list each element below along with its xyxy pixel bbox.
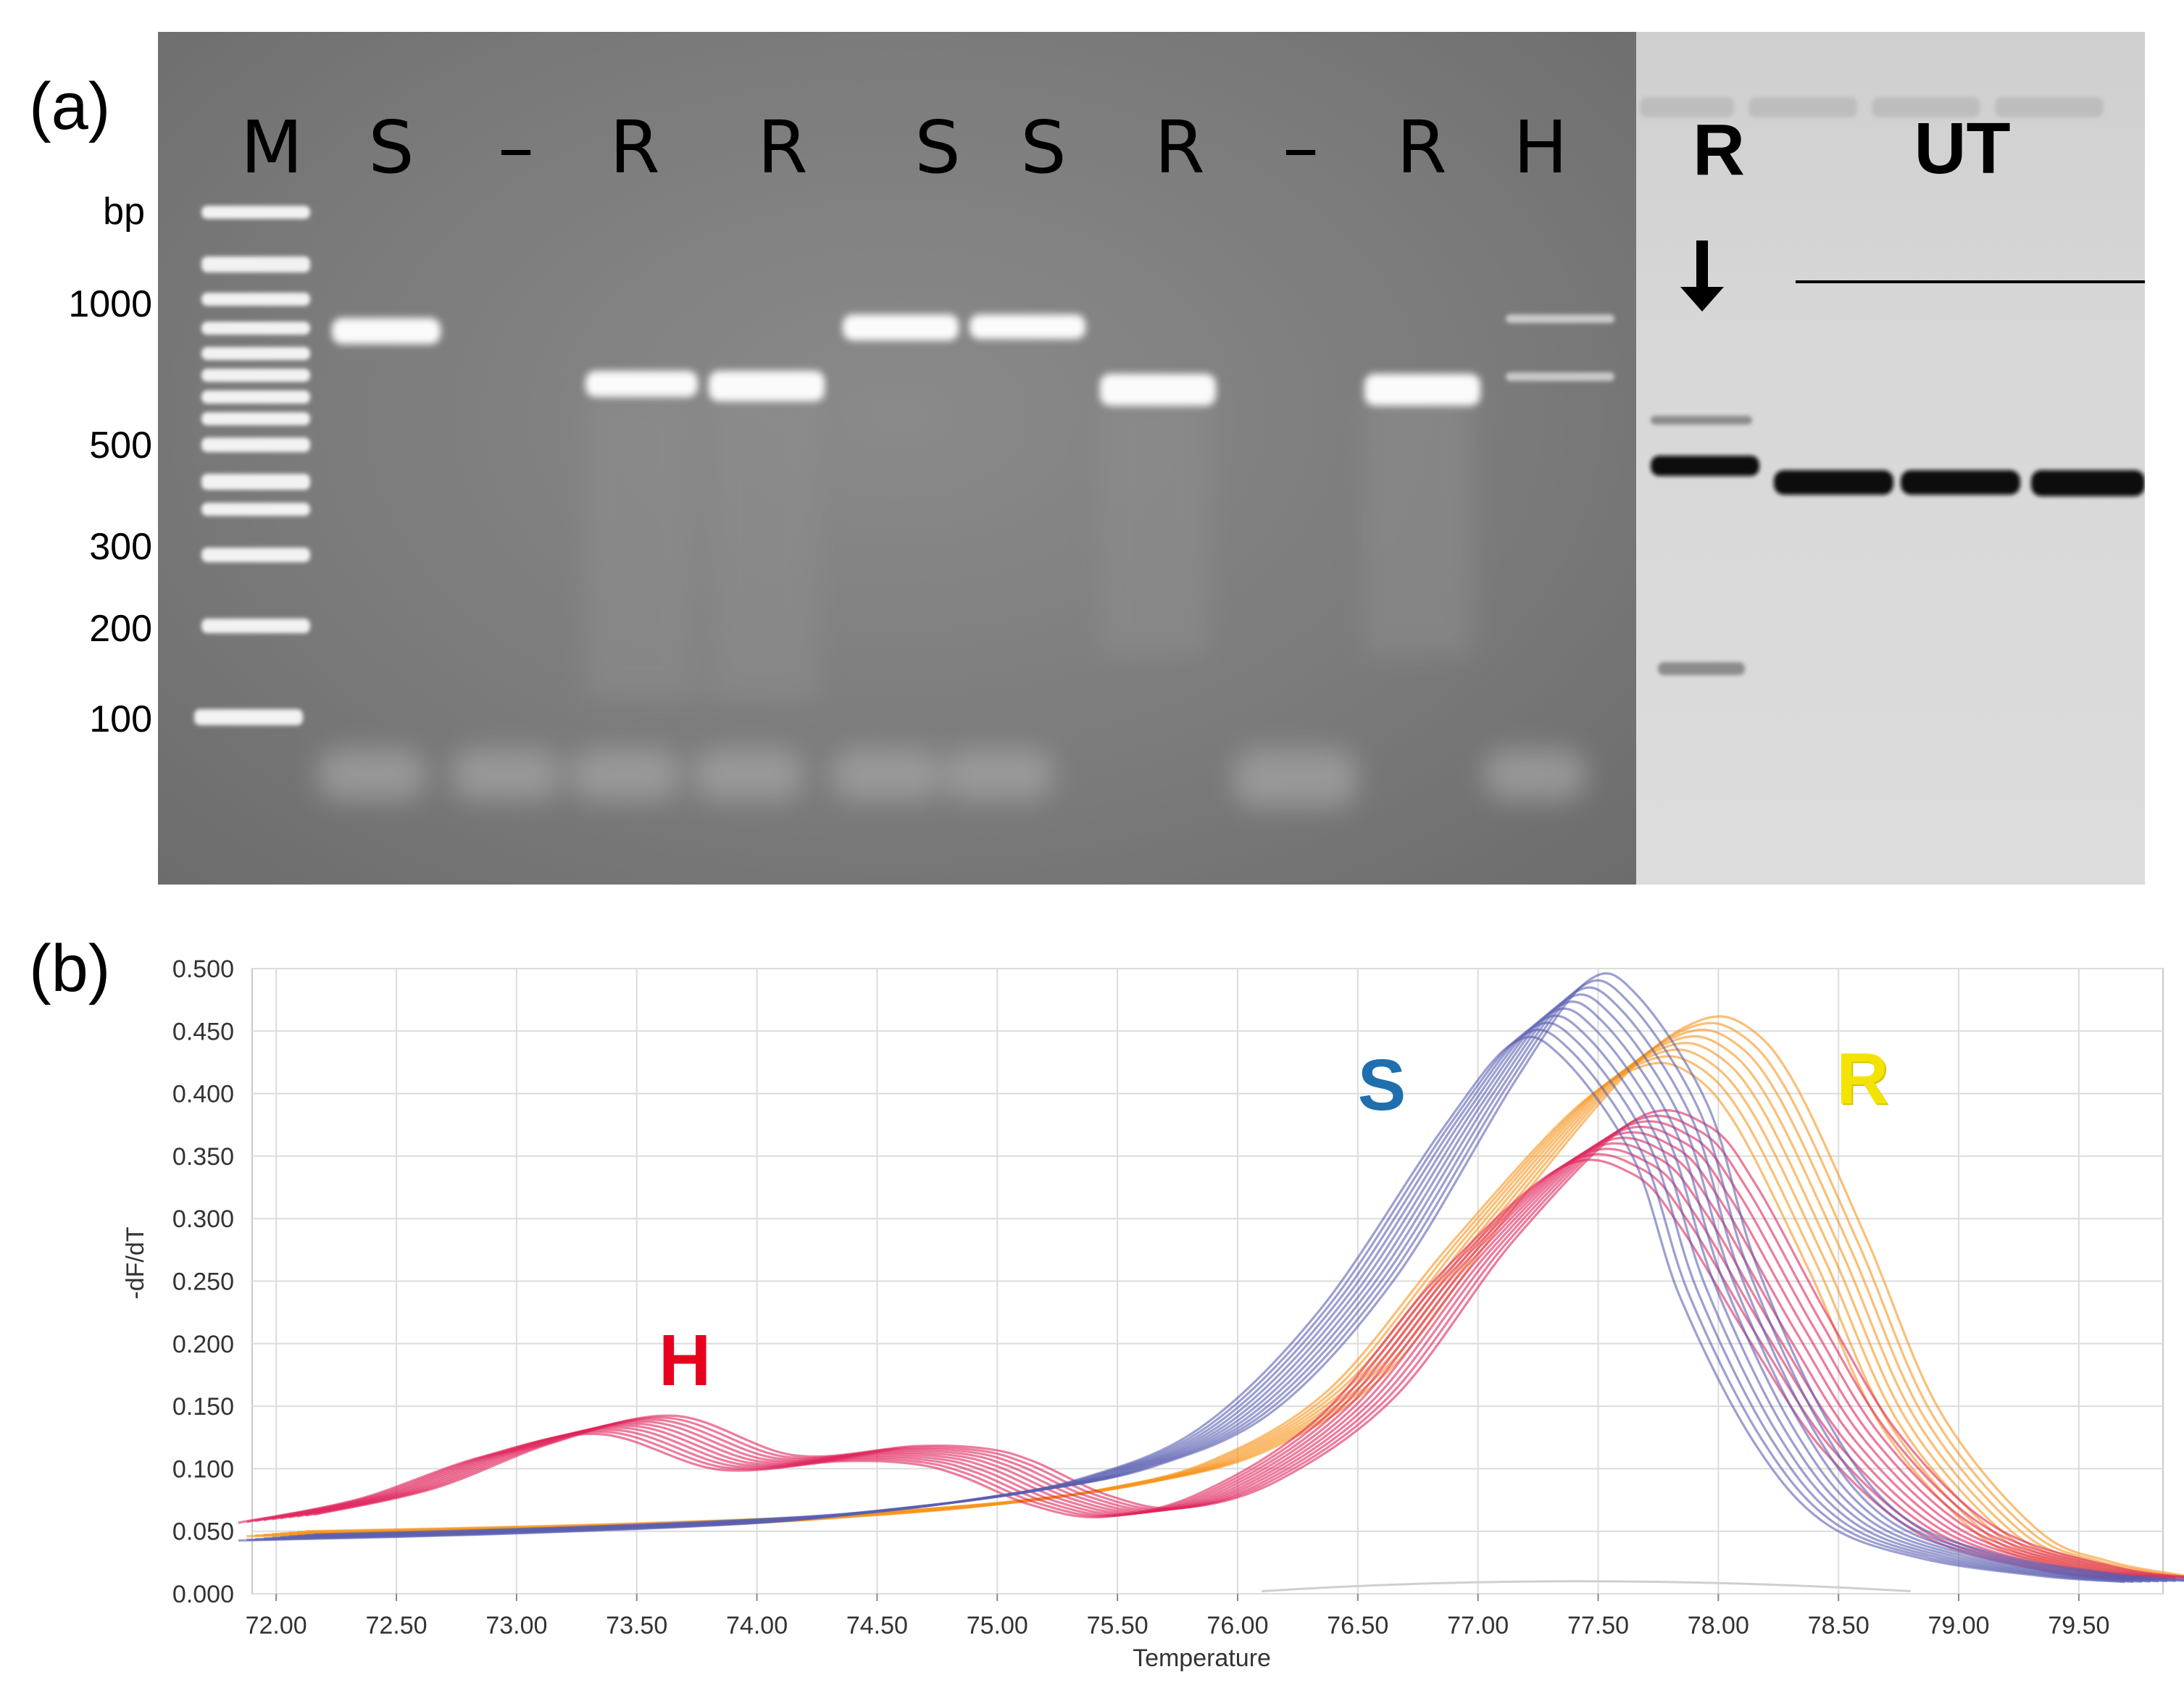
lane-label-7: S xyxy=(1020,105,1067,190)
series-trace-2 xyxy=(280,1131,2167,1580)
lane-label-4: R xyxy=(609,105,660,190)
y-tick-label: 0.500 xyxy=(172,956,234,983)
x-tick-label: 79.50 xyxy=(2048,1612,2109,1639)
chart-axes: 72.00 72.50 73.00 73.50 74.00 74.50 75.00 75.50… xyxy=(122,956,2109,1672)
lane-label-11: H xyxy=(1513,105,1568,190)
y-tick-label: 0.200 xyxy=(172,1331,234,1358)
x-tick-label: 78.50 xyxy=(1808,1612,1870,1639)
lane-label-2: S xyxy=(368,105,414,190)
y-tick-label: 0.450 xyxy=(172,1018,234,1045)
x-axis-label: Temperature xyxy=(1133,1644,1271,1672)
peak-label-h: H xyxy=(658,1319,712,1401)
y-tick-label: 0.100 xyxy=(172,1455,234,1483)
x-tick-label: 76.00 xyxy=(1206,1612,1268,1639)
panel-b-label: (b) xyxy=(29,932,111,1006)
x-tick-label: 74.00 xyxy=(726,1612,788,1639)
digest-wells xyxy=(1640,97,2104,117)
x-tick-label: 77.50 xyxy=(1567,1612,1629,1639)
melt-curve-chart: 72.00 72.50 73.00 73.50 74.00 74.50 75.00 75.50… xyxy=(122,956,2184,1672)
lane-label-6: S xyxy=(914,105,961,190)
series-trace-2 xyxy=(305,1114,2184,1579)
heterozygote-faint-bands xyxy=(1506,314,1614,381)
series-trace-2 xyxy=(314,1109,2184,1578)
peak-label-r: R xyxy=(1836,1038,1889,1120)
series-trace-2 xyxy=(238,1158,2125,1581)
bp-unit-label: bp xyxy=(103,191,145,233)
ladder-label-1000: 1000 xyxy=(68,283,152,325)
lane-label-3: – xyxy=(498,105,534,190)
y-tick-label: 0.350 xyxy=(172,1143,234,1171)
y-tick-label: 0.250 xyxy=(172,1268,234,1296)
x-tick-label: 79.00 xyxy=(1928,1612,1990,1639)
primer-dimer-smears xyxy=(317,749,1585,807)
x-tick-label: 78.00 xyxy=(1688,1612,1749,1639)
x-tick-label: 73.00 xyxy=(485,1612,547,1639)
series-trace-2 xyxy=(263,1142,2151,1581)
panel-a-label: (a) xyxy=(29,70,111,143)
lane-label-9: – xyxy=(1283,105,1319,190)
x-tick-label: 75.50 xyxy=(1087,1612,1149,1639)
y-tick-label: 0.400 xyxy=(172,1081,234,1108)
x-tick-label: 74.50 xyxy=(846,1612,908,1639)
lane-label-10: R xyxy=(1396,105,1447,190)
ladder-label-100: 100 xyxy=(89,698,152,740)
lane-label-8: R xyxy=(1154,105,1205,190)
y-tick-label: 0.300 xyxy=(172,1205,234,1233)
y-axis-label: -dF/dT xyxy=(122,1226,149,1299)
down-arrow-icon xyxy=(1680,241,1724,312)
x-tick-label: 75.00 xyxy=(967,1612,1028,1639)
x-tick-label: 72.50 xyxy=(365,1612,427,1639)
digest-bands xyxy=(1651,456,2145,496)
ladder-label-200: 200 xyxy=(89,608,152,650)
ladder-label-300: 300 xyxy=(89,526,152,568)
x-tick-label: 73.50 xyxy=(606,1612,667,1639)
x-tick-label: 77.00 xyxy=(1447,1612,1509,1639)
y-tick-label: 0.150 xyxy=(172,1393,234,1421)
series-trace-2 xyxy=(288,1125,2176,1580)
lane-label-r-digest: R xyxy=(1692,109,1746,191)
series-trace-0 xyxy=(314,972,2184,1581)
lane-streaks xyxy=(585,394,1473,698)
x-tick-label: 72.00 xyxy=(246,1612,307,1639)
ladder-bands xyxy=(194,206,310,725)
chart-series xyxy=(238,972,2184,1593)
x-tick-label: 76.50 xyxy=(1327,1612,1388,1639)
lane-label-5: R xyxy=(757,105,808,190)
lane-label-1: M xyxy=(240,105,304,190)
series-trace-2 xyxy=(254,1148,2143,1581)
y-tick-label: 0.050 xyxy=(172,1518,234,1546)
peak-label-s: S xyxy=(1357,1044,1406,1126)
sample-bands xyxy=(332,314,1480,406)
ut-group-label: UT xyxy=(1914,108,2011,189)
series-trace-2 xyxy=(246,1153,2134,1581)
y-tick-label: 0.000 xyxy=(172,1581,234,1608)
series-trace-2 xyxy=(296,1120,2184,1580)
ladder-label-500: 500 xyxy=(89,425,152,467)
digest-faint-bands xyxy=(1651,416,1752,675)
baseline-trace xyxy=(1262,1580,1911,1593)
gel-bands-drawing xyxy=(194,97,2145,807)
series-trace-2 xyxy=(272,1137,2159,1580)
